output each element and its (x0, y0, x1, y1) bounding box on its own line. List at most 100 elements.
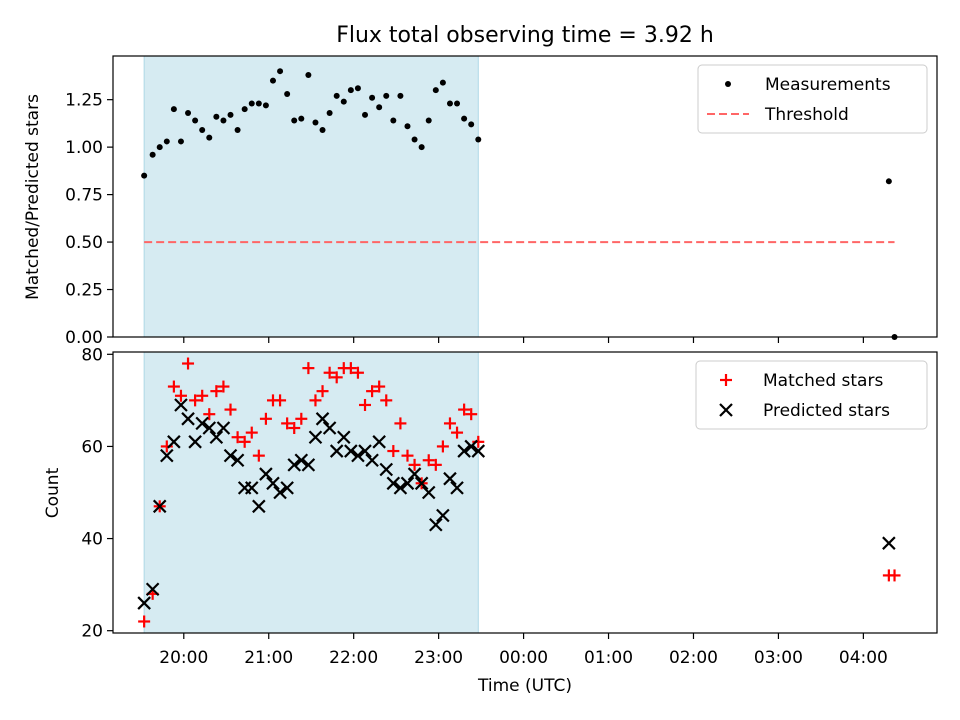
bottom-legend: Matched stars Predicted stars (695, 360, 928, 430)
observing-span-top (143, 55, 479, 338)
matched-star-point (210, 385, 223, 398)
legend-measurements-label: Measurements (765, 75, 891, 95)
predicted-star-point (308, 430, 323, 444)
matched-star-point (344, 362, 357, 375)
measurement-point (468, 121, 475, 128)
x-tick-label: 03:00 (754, 648, 803, 668)
predicted-star-point (386, 476, 401, 491)
y-tick-label: 1.00 (65, 138, 103, 158)
predicted-star-point (174, 398, 188, 412)
x-tick-label: 23:00 (414, 648, 463, 668)
observing-span-band (143, 351, 479, 634)
matched-star-point (309, 394, 322, 407)
measurement-point (248, 100, 255, 107)
predicted-star-point (365, 453, 379, 468)
measurement-point (439, 79, 446, 86)
measurement-point (362, 111, 369, 118)
y-tick-label: 40 (81, 530, 103, 550)
matched-star-point (380, 394, 393, 407)
y-tick-label: 0.00 (65, 328, 103, 348)
matched-star-point (888, 569, 901, 582)
matched-star-point (323, 366, 336, 379)
predicted-star-point (436, 508, 450, 523)
y-tick-label: 60 (81, 437, 103, 457)
matched-star-point (231, 431, 244, 444)
matched-star-point (203, 408, 216, 421)
matched-star-point (245, 426, 258, 439)
measurement-point (298, 115, 305, 122)
matched-star-point (295, 412, 308, 425)
x-tick-label: 04:00 (839, 648, 888, 668)
matched-star-point (387, 445, 400, 458)
matched-star-point (182, 357, 195, 370)
matched-star-point (238, 435, 251, 448)
matched-star-point (174, 389, 187, 402)
top-panel: 0.00 0.25 0.50 0.75 1.00 1.25 Matched/Predict… (23, 55, 938, 348)
predicted-star-point (160, 448, 174, 463)
predicted-star-point (202, 421, 217, 435)
measurement-point (192, 117, 199, 124)
matched-star-point (394, 417, 407, 430)
matched-star-point (443, 417, 456, 430)
observing-span-band (143, 55, 479, 338)
bottom-panel-series (137, 357, 901, 628)
measurement-point (156, 144, 163, 151)
matched-star-point (316, 385, 329, 398)
predicted-star-point (252, 499, 266, 514)
matched-star-point (451, 426, 464, 439)
predicted-star-point (259, 467, 273, 481)
predicted-star-point (407, 467, 422, 481)
legend-matched-marker (720, 374, 732, 386)
measurement-point (425, 117, 432, 124)
matched-star-point (330, 371, 343, 384)
matched-star-point (217, 380, 230, 393)
measurement-point (255, 100, 262, 107)
matched-star-point (302, 362, 315, 375)
measurement-point (354, 85, 361, 92)
top-legend: Measurements Threshold (697, 64, 928, 134)
measurement-point (277, 68, 284, 75)
measurement-point (885, 178, 892, 185)
matched-star-point (281, 417, 294, 430)
predicted-star-point (152, 499, 167, 514)
legend-matched-label: Matched stars (763, 371, 883, 391)
measurement-point (390, 117, 397, 124)
top-y-ticks: 0.00 0.25 0.50 0.75 1.00 1.25 (65, 91, 113, 348)
matched-star-point (401, 449, 414, 462)
measurement-point (475, 136, 482, 143)
predicted-star-point (209, 430, 224, 444)
matched-star-point (224, 403, 237, 416)
measurement-point (163, 138, 170, 145)
predicted-star-point (315, 412, 330, 426)
predicted-star-point (230, 453, 245, 468)
bottom-panel-frame (112, 351, 938, 634)
measurement-point (411, 136, 418, 143)
measurement-point (149, 151, 156, 158)
y-tick-label: 80 (81, 345, 103, 365)
matched-star-point (366, 385, 379, 398)
predicted-star-point (429, 517, 443, 532)
measurement-point (432, 87, 439, 94)
predicted-star-point (393, 481, 408, 495)
measurement-point (269, 77, 276, 84)
matched-star-point (167, 380, 180, 393)
measurement-point (220, 117, 227, 124)
measurement-point (284, 90, 291, 97)
matched-star-point (373, 380, 386, 393)
predicted-star-point (280, 481, 294, 495)
bottom-x-ticks: 20:00 21:00 22:00 23:00 00:00 01:00 02:00 03:00… (159, 633, 888, 668)
measurement-point (185, 109, 192, 116)
top-panel-frame (112, 55, 938, 338)
y-tick-label: 0.50 (65, 233, 103, 253)
predicted-star-point (379, 462, 394, 477)
y-tick-label: 0.25 (65, 281, 103, 301)
matched-star-point (408, 458, 421, 471)
predicted-star-point (400, 476, 415, 491)
x-tick-label: 00:00 (499, 648, 548, 668)
measurement-point (446, 100, 453, 107)
measurement-point (454, 100, 461, 107)
measurement-point (312, 119, 319, 126)
predicted-star-point (294, 453, 309, 468)
predicted-star-point (471, 444, 486, 458)
